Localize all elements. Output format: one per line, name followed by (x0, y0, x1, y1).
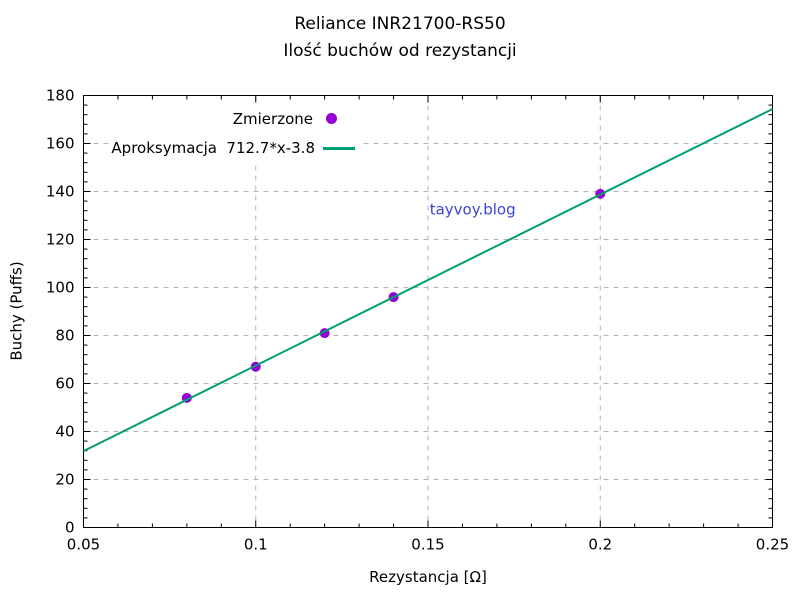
y-tick-label: 80 (55, 327, 74, 345)
legend-label-zmierzone: Zmierzone (232, 110, 313, 128)
legend-background (112, 103, 362, 166)
watermark-text: tayvoy.blog (430, 201, 516, 219)
y-tick-label: 100 (46, 279, 75, 297)
y-tick-label: 40 (55, 423, 74, 441)
legend-formula: 712.7*x-3.8 (226, 139, 315, 157)
y-axis-label: Buchy (Puffs) (7, 261, 26, 361)
x-tick-label: 0.05 (67, 536, 100, 554)
chart-title: Reliance INR21700-RS50 (294, 14, 506, 34)
y-tick-label: 60 (55, 375, 74, 393)
x-axis-label: Rezystancja [Ω] (369, 568, 487, 586)
y-tick-label: 20 (55, 471, 74, 489)
y-tick-label: 140 (46, 183, 75, 201)
y-tick-label: 160 (46, 135, 75, 153)
fit-line (83, 108, 773, 452)
x-tick-label: 0.15 (411, 536, 444, 554)
y-tick-label: 0 (65, 519, 75, 537)
legend-point-marker-icon (326, 113, 337, 124)
y-tick-label: 120 (46, 231, 75, 249)
legend-label-aproksymacja: Aproksymacja (111, 139, 217, 157)
x-tick-label: 0.1 (244, 536, 268, 554)
y-tick-label: 180 (46, 87, 75, 105)
x-tick-label: 0.25 (756, 536, 789, 554)
legend-line-marker-icon (323, 147, 355, 150)
chart-subtitle: Ilość buchów od rezystancji (283, 41, 517, 61)
x-tick-label: 0.2 (588, 536, 612, 554)
